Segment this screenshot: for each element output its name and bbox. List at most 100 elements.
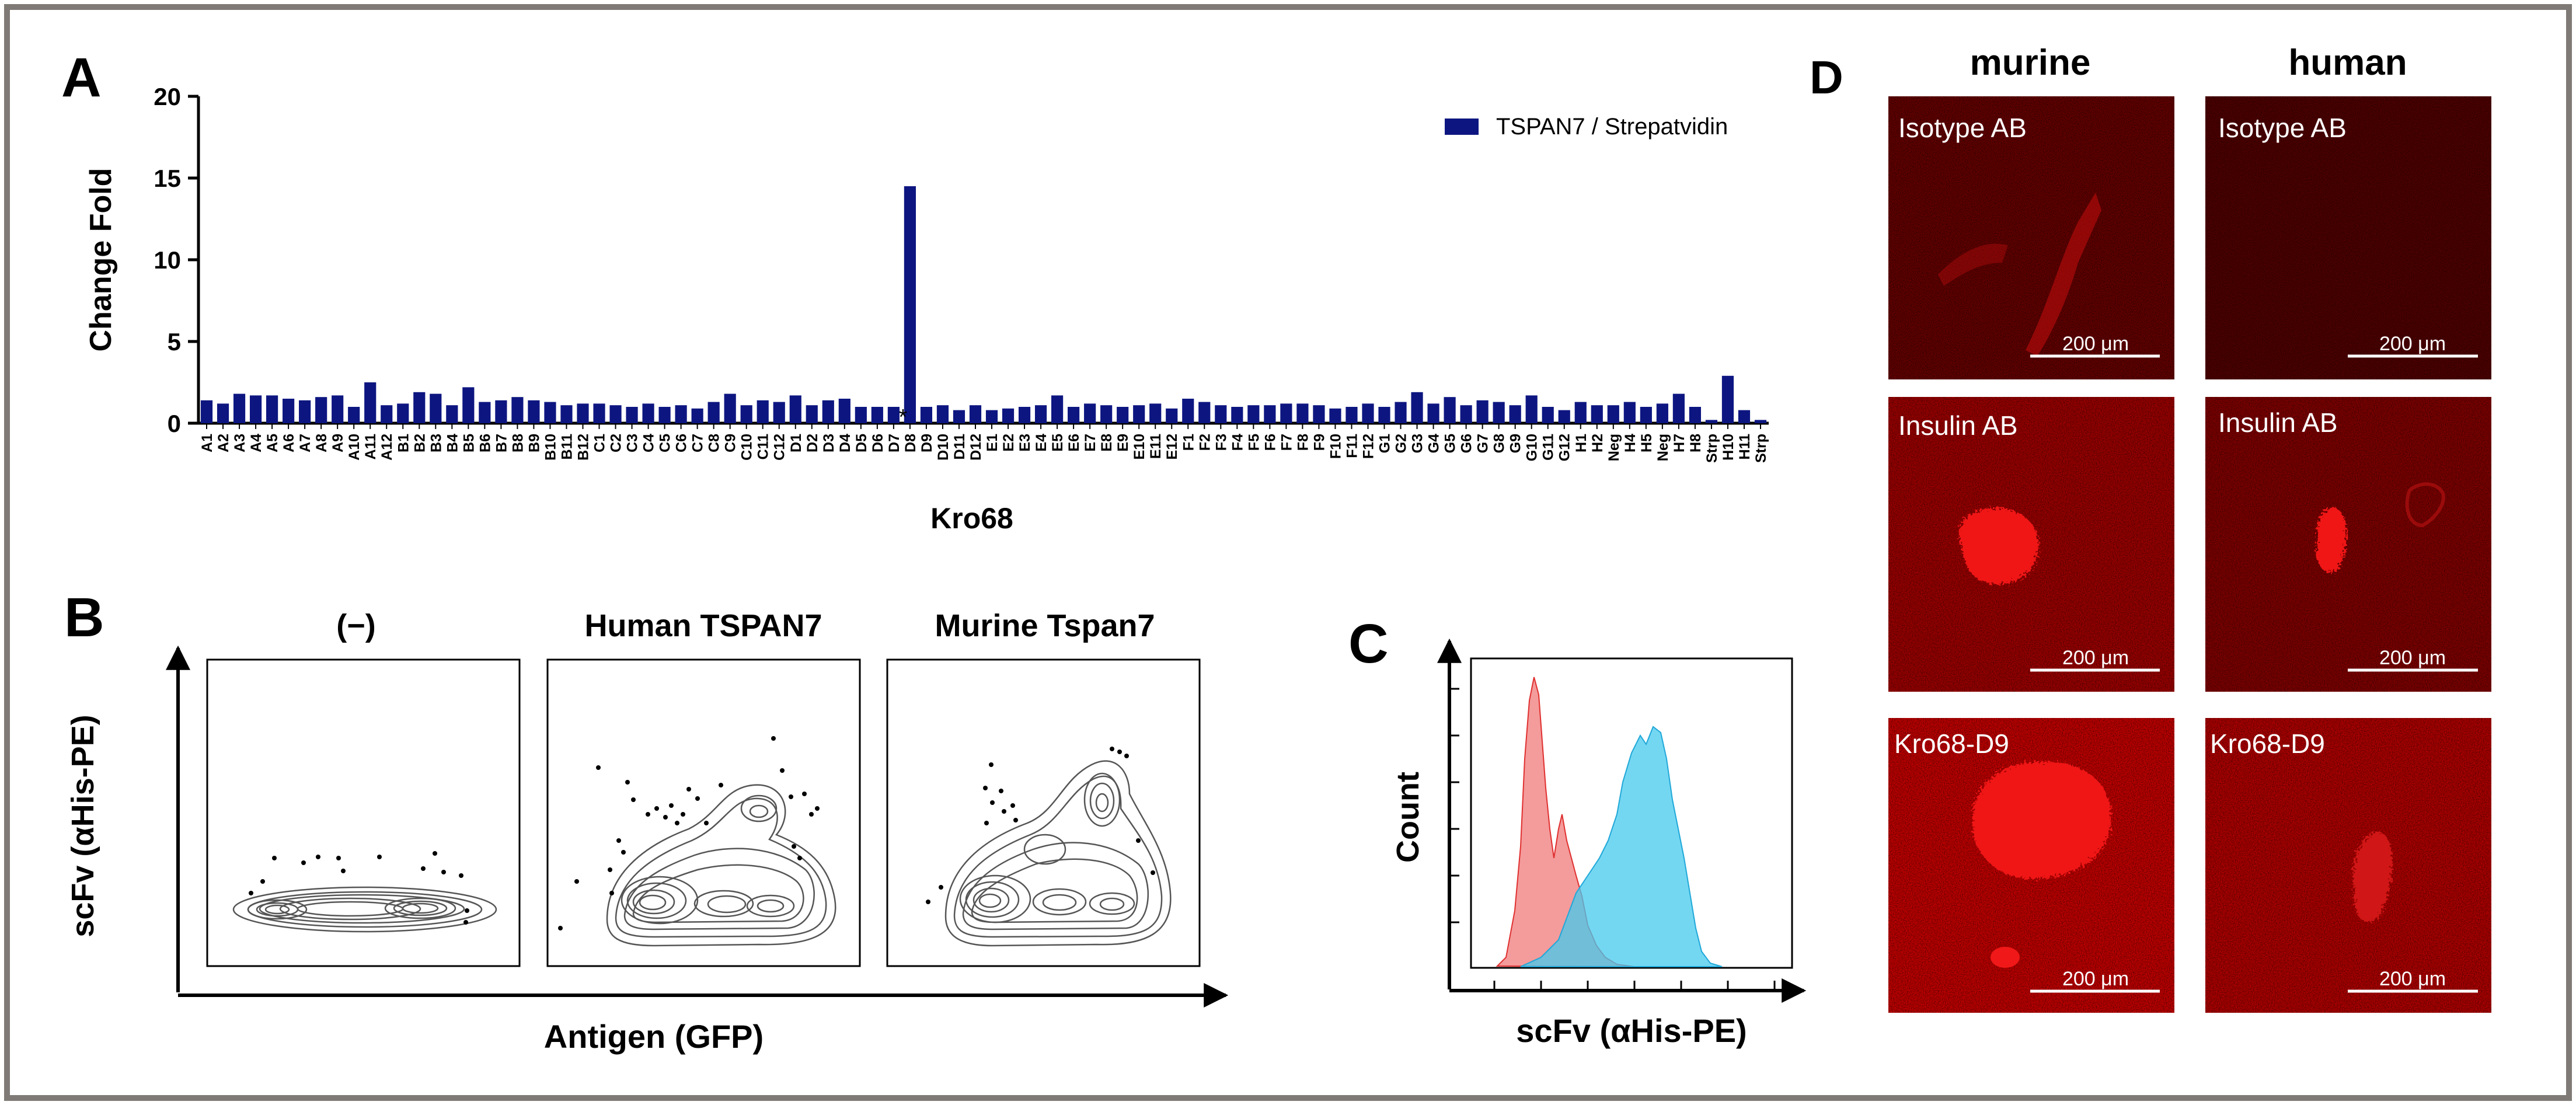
micrograph-label: Kro68-D9 (2210, 728, 2325, 759)
x-tick-label: C8 (706, 434, 723, 452)
x-tick-label: D12 (968, 434, 984, 461)
histogram-scfv-blue (1520, 726, 1723, 967)
bar-f8 (1296, 403, 1309, 423)
bar-e5 (1051, 395, 1064, 423)
x-tick-label: E3 (1017, 434, 1033, 452)
x-tick-label: B7 (493, 434, 510, 452)
x-tick-label: C10 (739, 434, 755, 461)
bar-c5 (658, 407, 671, 423)
bar-h10 (1721, 375, 1734, 423)
panel-b-title-1: (−) (336, 608, 376, 643)
x-tick-label: G1 (1377, 434, 1393, 453)
bar-h11 (1738, 410, 1751, 423)
x-tick-label: D6 (870, 434, 886, 452)
bar-h2 (1591, 405, 1603, 423)
x-tick-label: C6 (674, 434, 690, 452)
x-tick-label: F3 (1213, 434, 1229, 451)
x-tick-label: F8 (1295, 434, 1311, 451)
x-tick-label: B10 (542, 434, 559, 461)
x-tick-label: H11 (1737, 434, 1753, 460)
scale-bar-label: 200 μm (2062, 647, 2129, 669)
x-tick-label: C7 (690, 434, 706, 452)
bar-d2 (806, 405, 818, 423)
x-tick-label: B1 (395, 434, 412, 452)
bar-b8 (511, 397, 524, 423)
bar-d6 (871, 407, 883, 423)
bar-d7 (887, 407, 900, 423)
panel-c-letter: C (1348, 613, 1389, 675)
bar-g3 (1411, 392, 1423, 423)
bar-d11 (953, 410, 965, 423)
panel-b: B (−) Human TSPAN7 Murine Tspan7 scFv (α… (64, 587, 1229, 1055)
bar-g10 (1525, 395, 1538, 423)
micrograph-murine-isotype: Isotype AB 200 μm (1888, 96, 2174, 379)
bar-a7 (299, 400, 311, 423)
bar-f1 (1182, 399, 1194, 423)
micrograph-label: Insulin AB (2218, 407, 2338, 438)
bar-h4 (1623, 402, 1636, 423)
panel-a-xlabel: Kro68 (930, 502, 1013, 535)
y-tick-label: 10 (154, 246, 181, 274)
x-tick-label: B8 (510, 434, 526, 452)
scale-bar-label: 200 μm (2379, 647, 2446, 669)
bar-d12 (969, 405, 982, 423)
x-tick-label: F12 (1360, 434, 1376, 459)
bar-a12 (381, 405, 393, 423)
bar-a5 (266, 395, 278, 423)
bar-b3 (430, 393, 442, 423)
x-tick-label: D2 (804, 434, 821, 452)
bar-f5 (1247, 405, 1260, 423)
bar-f4 (1231, 407, 1243, 423)
bar-b1 (397, 403, 409, 423)
x-tick-label: E2 (1001, 434, 1017, 452)
bar-b7 (495, 400, 507, 423)
x-tick-label: Neg (1655, 434, 1671, 461)
x-tick-label: D8 (902, 434, 919, 452)
x-tick-label: A3 (232, 434, 248, 452)
x-tick-label: Neg (1606, 434, 1622, 461)
x-tick-label: C2 (608, 434, 625, 452)
x-tick-label: H5 (1639, 434, 1655, 452)
x-tick-label: Strp (1753, 434, 1769, 463)
x-tick-label: G8 (1491, 434, 1508, 453)
x-tick-label: G11 (1540, 434, 1557, 461)
x-tick-label: G3 (1410, 434, 1426, 453)
x-tick-label: B6 (477, 434, 493, 452)
x-tick-label: G9 (1508, 434, 1524, 453)
x-tick-label: G2 (1393, 434, 1410, 453)
micrograph-murine-kro68-d9: Kro68-D9 200 μm (1888, 718, 2174, 1013)
bar-d4 (838, 399, 850, 423)
x-tick-label: B2 (412, 434, 428, 452)
x-tick-label: G10 (1524, 434, 1540, 461)
bar-e10 (1133, 405, 1145, 423)
bar-c8 (707, 402, 720, 423)
panel-b-letter: B (64, 587, 104, 649)
x-tick-label: E8 (1099, 434, 1115, 452)
bar-g2 (1395, 402, 1407, 423)
x-tick-label: C9 (723, 434, 739, 452)
x-tick-label: Strp (1704, 434, 1720, 463)
panel-b-title-3: Murine Tspan7 (935, 608, 1155, 643)
bar-g9 (1509, 405, 1521, 423)
bar-a4 (249, 395, 262, 423)
micrograph-label: Isotype AB (1898, 113, 2027, 143)
flow-plot-murine-tspan7 (886, 658, 1201, 967)
panel-a-ylabel: Change Fold (84, 168, 118, 352)
significance-asterisk: * (899, 405, 908, 430)
panel-a-y-axis: 0 5 10 15 20 (154, 83, 1769, 437)
bar-g5 (1444, 397, 1456, 423)
scale-bar-label: 200 μm (2062, 968, 2129, 990)
bar-g1 (1378, 407, 1390, 423)
x-tick-label: C5 (657, 434, 674, 452)
bar-f7 (1280, 403, 1292, 423)
bar-g12 (1558, 410, 1570, 423)
x-tick-label: G6 (1459, 434, 1475, 453)
bar-e11 (1149, 403, 1162, 423)
bar-d10 (936, 405, 949, 423)
bar-a1 (200, 400, 213, 423)
x-tick-label: B11 (559, 434, 575, 460)
scale-bar-label: 200 μm (2379, 333, 2446, 355)
x-tick-label: H1 (1573, 434, 1589, 452)
bar-b5 (462, 387, 475, 423)
